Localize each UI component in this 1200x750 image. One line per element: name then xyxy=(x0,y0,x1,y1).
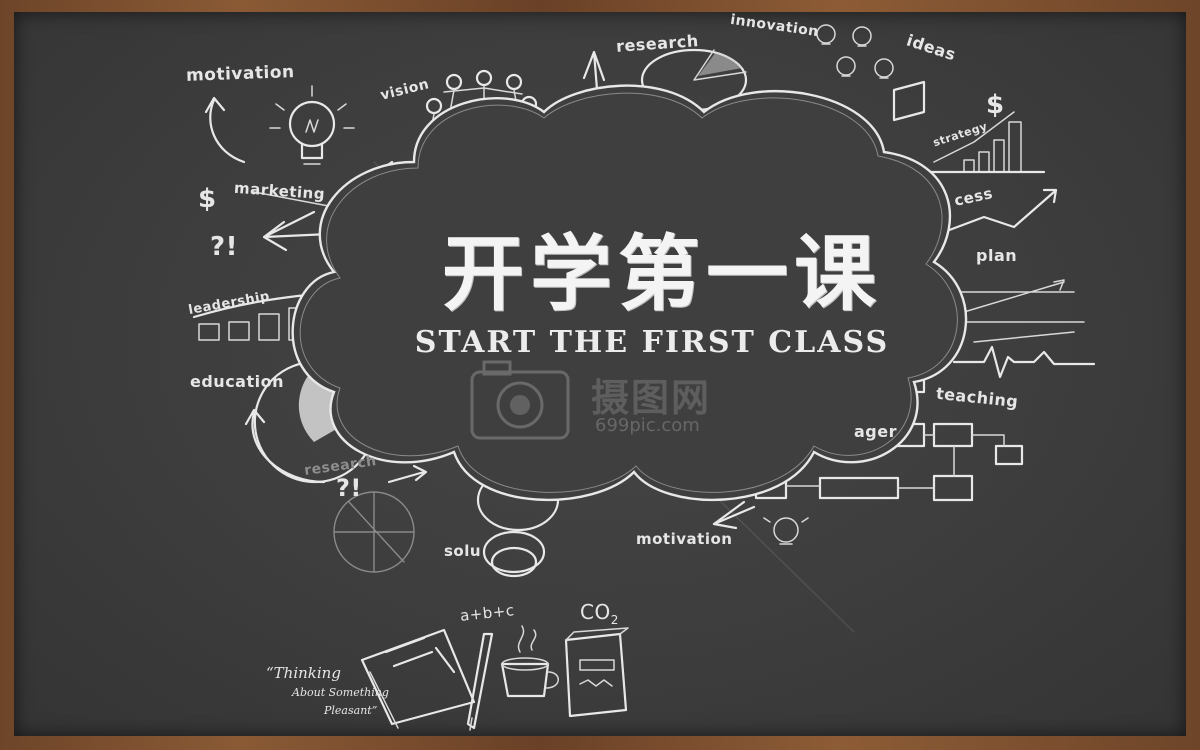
word-solution: solu xyxy=(444,542,482,560)
watermark-url: 699pic.com xyxy=(595,415,700,436)
watermark-brand: 摄图网 xyxy=(591,376,712,420)
chalkboard-surface: motivation vision research innovation id… xyxy=(14,12,1186,736)
word-manager: ager xyxy=(854,422,897,441)
word-motivation-bottom: motivation xyxy=(636,530,733,548)
quote-line-3: Pleasant” xyxy=(324,704,378,717)
title-chinese: 开学第一课 xyxy=(441,227,882,322)
quote-line-1: “Thinking xyxy=(266,664,341,682)
word-motivation-top: motivation xyxy=(185,62,295,86)
word-dollar-2: $ xyxy=(986,90,1005,120)
co2-label: CO2 xyxy=(580,600,619,627)
box-icon xyxy=(564,627,629,718)
camera-icon xyxy=(470,360,570,440)
title-english: START THE FIRST CLASS xyxy=(414,325,890,360)
doodle-layer xyxy=(192,24,1096,731)
pencil-icon xyxy=(466,632,494,731)
quote-line-2: About Something xyxy=(292,686,389,699)
cloud-bubble xyxy=(291,84,968,502)
word-question-1: ?! xyxy=(210,232,238,262)
word-plan: plan xyxy=(976,246,1018,265)
open-book-icon xyxy=(360,628,476,729)
coffee-cup-icon xyxy=(500,625,559,698)
lightbulb-icon xyxy=(269,85,355,165)
bar-chart-icon xyxy=(927,111,1046,174)
word-dollar-1: $ xyxy=(198,184,217,214)
word-education: education xyxy=(190,372,284,391)
lightbulb-icon xyxy=(763,517,809,545)
lightbulb-icon xyxy=(816,24,894,79)
word-question-2: ?! xyxy=(336,474,362,502)
